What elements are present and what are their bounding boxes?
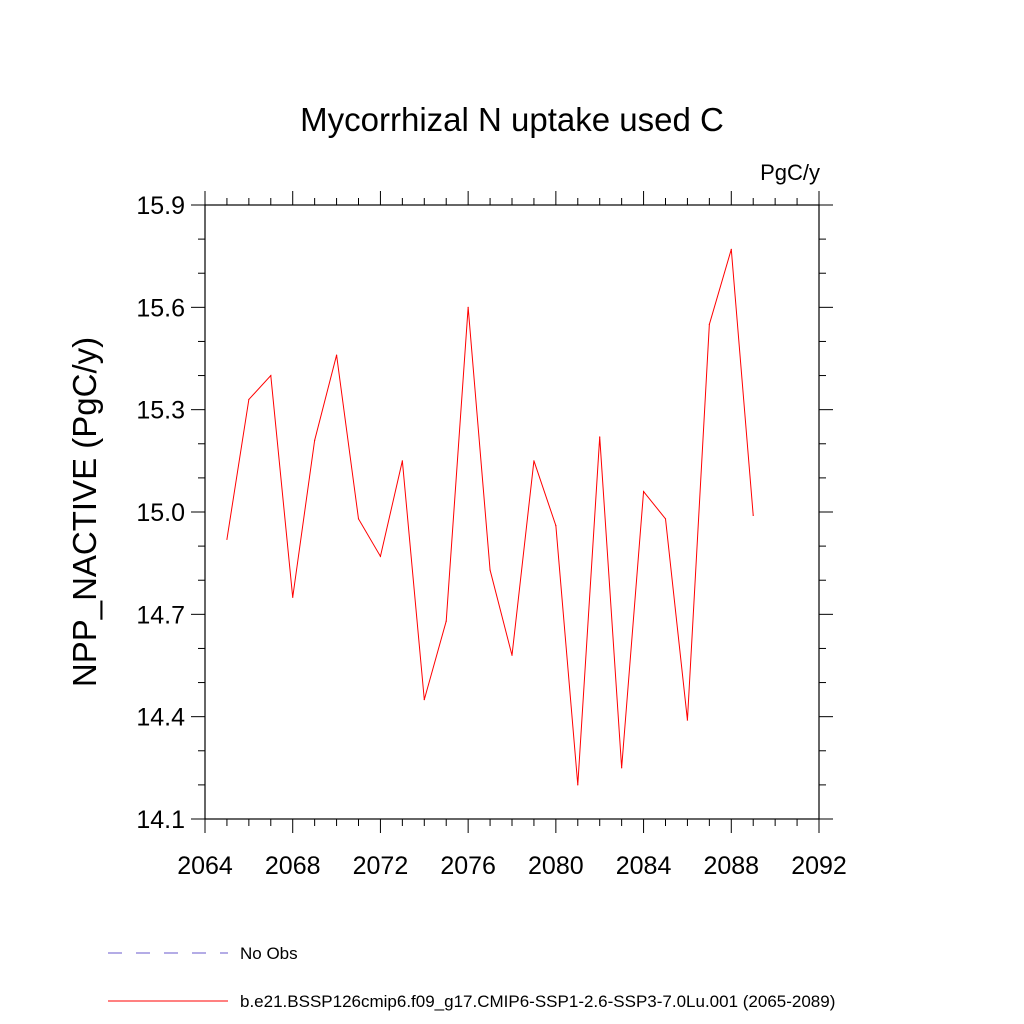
x-tick-label: 2092 <box>791 852 847 880</box>
series-group <box>226 248 754 786</box>
y-tick-label: 14.1 <box>136 806 185 834</box>
data-point <box>314 439 316 441</box>
data-point <box>621 767 623 769</box>
x-tick-label: 2076 <box>440 852 496 880</box>
data-point <box>379 555 382 557</box>
data-point <box>226 538 228 540</box>
data-point <box>292 596 294 598</box>
data-point <box>423 699 425 701</box>
x-tick-label: 2080 <box>528 852 584 880</box>
data-point <box>401 460 403 462</box>
data-point <box>335 354 338 356</box>
data-point <box>533 460 535 462</box>
data-point <box>511 654 513 656</box>
data-point <box>686 719 689 721</box>
x-tick-label: 2068 <box>265 852 321 880</box>
y-tick-label: 15.9 <box>136 192 185 220</box>
data-point <box>445 620 447 622</box>
x-tick-label: 2072 <box>353 852 409 880</box>
data-point <box>467 306 469 308</box>
y-tick-label: 14.4 <box>136 704 185 732</box>
legend-label: No Obs <box>240 944 298 963</box>
y-tick-label: 15.3 <box>136 397 185 425</box>
x-tick-label: 2088 <box>703 852 759 880</box>
x-tick-label: 2084 <box>616 852 672 880</box>
y-tick-label: 14.7 <box>136 601 185 629</box>
data-point <box>555 525 557 527</box>
y-axis-label: NPP_NACTIVE (PgC/y) <box>66 337 103 687</box>
data-point <box>357 518 360 520</box>
units-label: PgC/y <box>760 160 820 185</box>
series-line <box>226 249 754 785</box>
data-point <box>577 784 579 786</box>
data-point <box>730 248 732 250</box>
y-tick-label: 15.6 <box>136 294 185 322</box>
data-point <box>708 323 710 325</box>
x-tick-label: 2064 <box>177 852 233 880</box>
data-point <box>248 398 250 401</box>
ticks-group: 2064 2068 2072 2076 2080 2084 2088 2092 14.1 14.4… <box>136 191 847 880</box>
chart-title: Mycorrhizal N uptake used C <box>300 101 724 138</box>
data-point <box>642 490 645 493</box>
data-point <box>599 436 601 438</box>
data-point <box>664 518 667 520</box>
legend: No Obs b.e21.BSSP126cmip6.f09_g17.CMIP6-S… <box>108 944 835 1011</box>
y-tick-label: 15.0 <box>136 499 185 527</box>
data-point <box>270 374 272 377</box>
plot-frame <box>204 204 820 820</box>
data-point <box>489 569 491 571</box>
data-point <box>752 514 754 517</box>
legend-label: b.e21.BSSP126cmip6.f09_g17.CMIP6-SSP1-2.… <box>240 992 835 1011</box>
